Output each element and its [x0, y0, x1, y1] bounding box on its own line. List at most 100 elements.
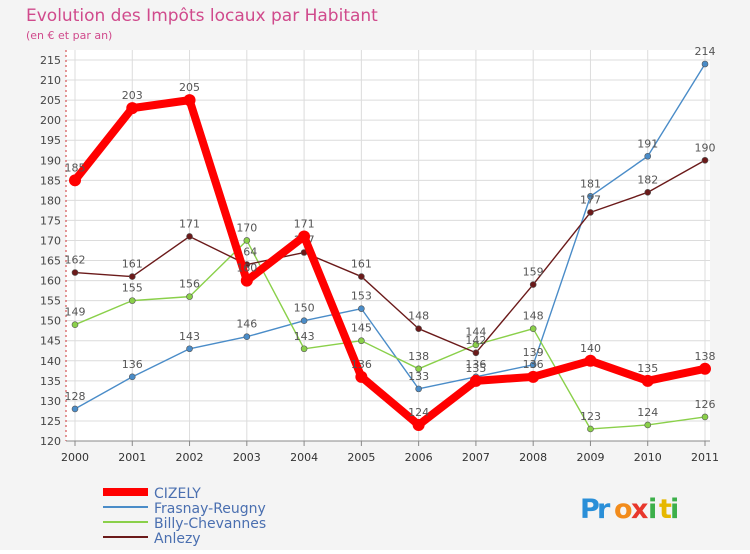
series-anlezy: 162161171164167161148142159177182190 [65, 141, 716, 357]
data-label: 214 [695, 45, 716, 58]
data-point [358, 305, 365, 312]
x-tick-label: 2008 [519, 451, 547, 464]
data-label: 136 [122, 358, 143, 371]
data-label: 161 [122, 258, 143, 271]
brand-letter: t [659, 494, 672, 525]
data-point [71, 405, 79, 413]
data-label: 128 [65, 390, 86, 403]
y-tick-label: 120 [40, 435, 61, 448]
data-point [469, 374, 482, 387]
data-point [71, 269, 79, 276]
data-label: 133 [408, 370, 429, 383]
data-point [415, 325, 422, 333]
data-label: 138 [695, 350, 716, 363]
data-point [186, 293, 193, 300]
brand-letter: r [597, 494, 611, 525]
y-tick-label: 190 [40, 154, 61, 167]
data-label: 171 [179, 217, 200, 230]
y-tick-label: 145 [40, 335, 61, 348]
axes: 120 125 130 135 140 145 150 155 160 165 170 175 180 1… [40, 50, 719, 464]
data-point [358, 273, 365, 280]
data-label: 135 [465, 362, 486, 375]
data-label: 148 [408, 310, 429, 323]
legend-label: Billy-Chevannes [154, 516, 266, 532]
brand-letter: i [670, 494, 679, 525]
plot-area [66, 50, 710, 441]
data-point [300, 345, 308, 353]
data-label: 171 [294, 217, 315, 230]
brand-logo: Pr ox i ti [580, 494, 679, 525]
y-tick-label: 200 [40, 114, 61, 127]
data-point [71, 321, 79, 328]
data-point [529, 281, 537, 288]
data-label: 136 [351, 358, 372, 371]
legend-label: Anlezy [154, 531, 201, 547]
data-label: 190 [695, 141, 716, 154]
data-point [69, 174, 81, 187]
data-point [701, 413, 709, 421]
data-point [355, 370, 368, 383]
data-point [527, 370, 540, 383]
y-tick-label: 150 [40, 315, 61, 328]
brand-letter: i [648, 494, 657, 525]
y-tick-label: 185 [40, 174, 61, 187]
x-tick-label: 2001 [118, 451, 146, 464]
data-point [126, 102, 139, 115]
y-tick-label: 130 [40, 395, 61, 408]
series-line [74, 63, 706, 410]
data-point [186, 345, 193, 353]
data-point [240, 274, 253, 287]
data-label: 142 [465, 334, 486, 347]
data-point [472, 341, 480, 349]
data-label: 177 [580, 193, 601, 206]
data-label: 150 [294, 302, 315, 315]
data-point [243, 237, 251, 244]
data-point [644, 421, 652, 429]
legend-label: Frasnay-Reugny [154, 501, 266, 517]
x-tick-label: 2011 [691, 451, 719, 464]
data-label: 124 [637, 406, 658, 419]
data-label: 161 [351, 258, 372, 271]
series-line [74, 239, 706, 430]
x-tick-label: 2009 [576, 451, 604, 464]
data-label: 182 [637, 173, 658, 186]
series-line [71, 96, 709, 429]
chart-subtitle: (en € et par an) [26, 29, 112, 42]
y-tick-label: 155 [40, 295, 61, 308]
data-label: 136 [523, 358, 544, 371]
x-tick-label: 2010 [634, 451, 662, 464]
data-point [300, 317, 308, 324]
brand-letter: x [631, 494, 648, 525]
legend: CIZELYFrasnay-ReugnyBilly-ChevannesAnlez… [103, 486, 266, 547]
y-tick-label: 180 [40, 194, 61, 207]
data-label: 205 [179, 81, 200, 94]
data-label: 149 [65, 306, 86, 319]
data-point [529, 361, 537, 369]
y-tick-label: 160 [40, 275, 61, 288]
brand-letter: P [580, 494, 600, 525]
data-point [128, 297, 136, 304]
x-tick-label: 2005 [347, 451, 375, 464]
y-tick-label: 205 [40, 94, 61, 107]
data-label: 148 [523, 310, 544, 323]
data-point [587, 209, 594, 216]
y-tick-label: 195 [40, 134, 61, 147]
data-label: 136 [465, 358, 486, 371]
data-point [183, 94, 196, 107]
x-tick-label: 2003 [233, 451, 261, 464]
data-point [587, 425, 594, 433]
data-point [701, 156, 709, 164]
y-tick-label: 215 [40, 54, 61, 67]
x-tick-label: 2002 [176, 451, 204, 464]
data-label: 143 [179, 330, 200, 343]
data-label: 146 [236, 318, 257, 331]
series-line [74, 159, 706, 354]
data-point [701, 60, 709, 68]
data-point [415, 385, 422, 393]
y-tick-label: 170 [40, 234, 61, 247]
legend-label: CIZELY [154, 486, 201, 502]
x-tick-label: 2004 [290, 451, 318, 464]
chart-title: Evolution des Impôts locaux par Habitant [26, 6, 378, 26]
